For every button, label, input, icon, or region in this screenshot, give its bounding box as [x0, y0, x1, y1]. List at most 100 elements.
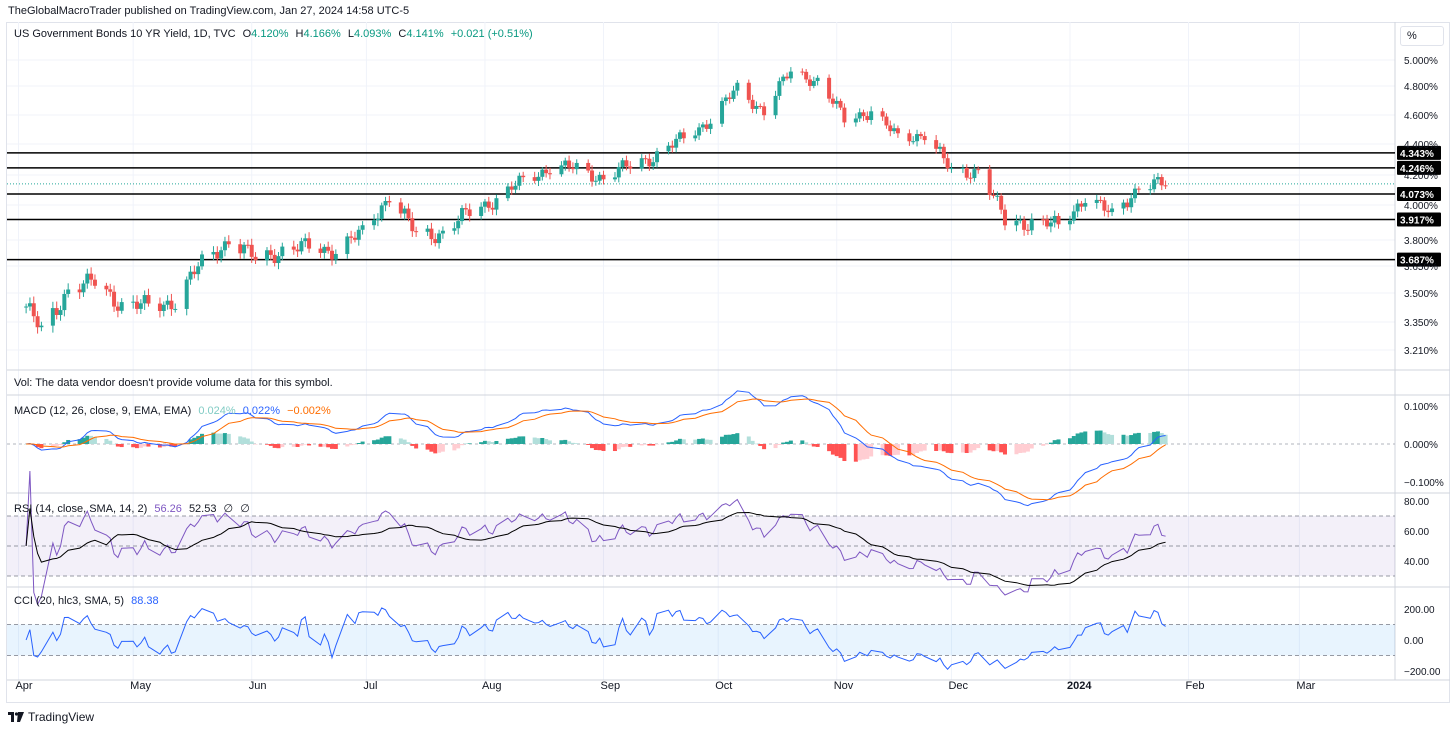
candle-body	[437, 233, 442, 244]
open-value: 4.120%	[251, 28, 289, 40]
macd-hist-bar	[624, 444, 629, 447]
level-badge	[1397, 187, 1441, 202]
candle-body	[869, 111, 874, 121]
candle-body	[303, 238, 308, 242]
candle-body	[429, 228, 434, 240]
candle-body	[81, 283, 86, 293]
macd-hist-bar	[647, 444, 652, 446]
candle-body	[352, 237, 357, 240]
candle-body	[785, 76, 790, 79]
rsi-legend: RSI (14, close, SMA, 14, 2) 56.26 52.53 …	[14, 502, 254, 515]
candle-body	[142, 295, 147, 304]
macd-hist-bar	[494, 441, 499, 444]
cci-legend: CCI (20, hlc3, SMA, 5) 88.38	[14, 595, 163, 607]
macd-hist-bar	[915, 444, 920, 453]
candle-body	[509, 186, 514, 190]
candle-body	[1163, 185, 1168, 187]
candle-body	[949, 168, 954, 170]
y-tick-label: 4.200%	[1404, 171, 1438, 182]
candle-body	[918, 134, 923, 137]
macd-hist-bar	[991, 444, 996, 452]
candle-body	[494, 198, 499, 210]
candle-body	[880, 111, 885, 117]
macd-hist-bar	[861, 444, 866, 460]
macd-hist-bar	[222, 433, 227, 444]
high-label: H	[295, 28, 304, 40]
x-axis: Apr May Jun Jul Aug Sep Oct Nov Dec 2024 Feb Mar	[15, 680, 1315, 692]
macd-hist-bar	[81, 437, 86, 444]
macd-hist-bar	[299, 444, 304, 446]
macd-pane	[7, 390, 1395, 507]
macd-hist-bar	[708, 439, 713, 444]
candle-body	[593, 180, 598, 182]
macd-hist-bar	[245, 438, 250, 444]
vol-legend: Vol: The data vendor doesn't provide vol…	[14, 377, 337, 389]
macd-hist-bar	[1079, 432, 1084, 444]
candle-body	[215, 251, 220, 259]
macd-hist-bar	[62, 442, 67, 444]
macd-hist-bar	[758, 444, 763, 446]
candle-body	[911, 141, 916, 143]
grid	[7, 22, 1395, 680]
candle-body	[253, 256, 258, 261]
candle-body	[1152, 179, 1157, 190]
candle-body	[735, 82, 740, 91]
macd-hist-bar	[892, 444, 897, 456]
macd-hist-bar	[517, 436, 522, 444]
low-value: 4.093%	[354, 28, 392, 40]
macd-hist-bar	[884, 444, 889, 456]
macd-hist-bar	[1041, 444, 1046, 446]
candle-body	[467, 209, 472, 217]
y-tick-label: 3.350%	[1404, 318, 1438, 329]
macd-hist-bar	[58, 444, 63, 445]
candle-body	[490, 207, 495, 210]
cci-band	[7, 624, 1395, 656]
x-tick-label: Nov	[834, 680, 854, 692]
candle-body	[888, 125, 893, 132]
candle-body	[238, 244, 243, 254]
candle-body	[24, 306, 29, 308]
macd-hist-bar	[941, 444, 946, 452]
macd-hist-bar	[639, 444, 644, 446]
footer: TradingView	[8, 710, 94, 724]
macd-hist-bar	[345, 444, 350, 447]
macd-hist-bar	[754, 443, 759, 445]
candle-body	[1110, 208, 1115, 213]
candle-body	[1014, 220, 1019, 226]
candle-body	[299, 241, 304, 252]
candle-body	[655, 151, 660, 163]
macd-hist-bar	[804, 442, 809, 444]
axis-unit-button[interactable]: %	[1400, 26, 1444, 46]
macd-hist-bar	[762, 444, 767, 450]
macd-hist-bar	[303, 444, 308, 445]
candle-body	[173, 308, 178, 310]
x-tick-label: Oct	[715, 680, 732, 692]
macd-hist-bar	[865, 444, 870, 459]
candles	[24, 67, 1168, 334]
macd-hist-bar	[532, 437, 537, 444]
macd-hist-bar	[196, 436, 201, 444]
candle-body	[425, 228, 430, 232]
candle-body	[272, 254, 277, 264]
macd-hist-bar	[1094, 430, 1099, 444]
candle-body	[440, 230, 445, 234]
x-tick-label: Aug	[482, 680, 502, 692]
macd-hist-bar	[482, 440, 487, 444]
macd-hist-bar	[536, 438, 541, 444]
candle-body	[1132, 188, 1137, 199]
macd-hist-bar	[318, 444, 323, 447]
candle-body	[976, 169, 981, 171]
candle-body	[681, 132, 686, 139]
vol-text: Vol: The data vendor doesn't provide vol…	[14, 377, 333, 389]
macd-hist-bar	[1029, 444, 1034, 449]
macd-hist-bar	[115, 444, 120, 447]
candle-body	[482, 201, 487, 207]
candle-body	[781, 76, 786, 82]
macd-value: 0.022%	[242, 405, 281, 417]
candle-body	[804, 71, 809, 80]
candle-body	[628, 166, 633, 169]
candle-body	[674, 138, 679, 148]
candle-body	[1125, 202, 1130, 208]
macd-hist-bar	[1152, 431, 1157, 444]
